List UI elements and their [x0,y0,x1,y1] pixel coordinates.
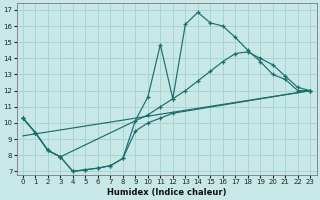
X-axis label: Humidex (Indice chaleur): Humidex (Indice chaleur) [107,188,226,197]
